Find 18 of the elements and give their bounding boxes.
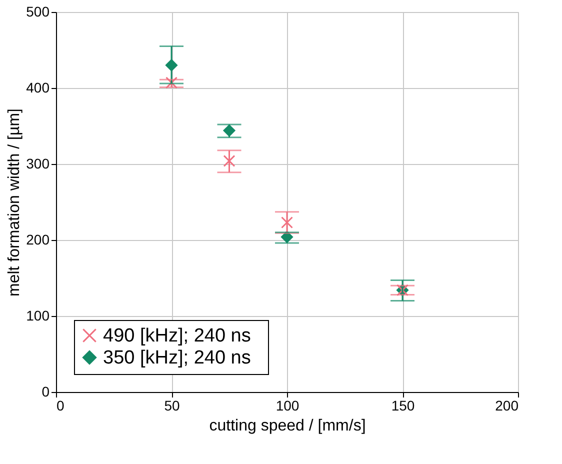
x-tick-label: 0: [56, 398, 64, 414]
point: [281, 216, 293, 229]
x-tick-label: 100: [276, 398, 300, 414]
point: [166, 76, 178, 89]
legend-label: 490 [kHz]; 240 ns: [103, 326, 251, 346]
x-tick-label: 50: [164, 398, 180, 414]
y-tick-label: 100: [26, 308, 50, 324]
x-axis-title: cutting speed / [mm/s]: [209, 418, 366, 434]
y-tick-label: 500: [26, 4, 50, 20]
y-tick-label: 300: [26, 156, 50, 172]
y-axis-title: melt formation width / [µm]: [6, 108, 24, 296]
legend-label: 350 [kHz]; 240 ns: [103, 348, 251, 368]
point: [223, 154, 236, 167]
y-tick-label: 0: [42, 384, 50, 400]
y-tick-label: 400: [26, 80, 50, 96]
x-tick-label: 150: [391, 398, 415, 414]
x-tick-label: 200: [495, 398, 519, 414]
y-tick-label: 200: [26, 232, 50, 248]
